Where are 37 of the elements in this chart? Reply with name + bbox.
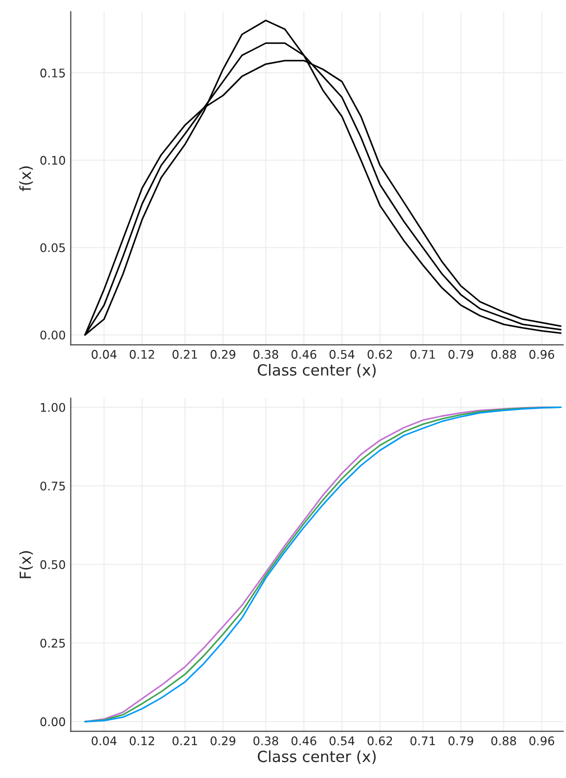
x-tick-label: 0.96 — [529, 736, 554, 746]
y-tick-label: 0.50 — [40, 560, 66, 570]
x-tick-label: 0.54 — [330, 736, 354, 746]
y-tick-label: 1.00 — [40, 402, 66, 412]
y-axis-title: f(x) — [19, 166, 33, 192]
y-tick-label: 0.15 — [40, 68, 65, 78]
y-tick-label: 0.25 — [40, 638, 65, 648]
x-tick-label: 0.71 — [410, 736, 435, 746]
x-tick-label: 0.96 — [529, 350, 554, 359]
x-tick-label: 0.62 — [368, 736, 392, 746]
x-tick-label: 0.04 — [92, 350, 117, 359]
x-tick-label: 0.46 — [292, 736, 316, 746]
x-tick-label: 0.21 — [172, 736, 197, 746]
y-axis-title: F(x) — [19, 551, 33, 578]
y-tick-label: 0.75 — [40, 482, 65, 490]
x-tick-label: 0.54 — [330, 350, 354, 359]
x-tick-label: 0.12 — [130, 350, 154, 359]
x-axis-title: Class center (x) — [258, 364, 376, 378]
x-tick-label: 0.38 — [253, 350, 278, 359]
x-tick-label: 0.21 — [172, 350, 197, 359]
y-tick-label: 0.05 — [40, 243, 65, 252]
y-tick-label: 0.00 — [40, 717, 66, 726]
x-tick-label: 0.12 — [130, 736, 154, 746]
x-tick-label: 0.71 — [410, 350, 435, 359]
x-tick-label: 0.79 — [448, 736, 474, 746]
x-tick-label: 0.62 — [368, 350, 392, 359]
x-tick-label: 0.88 — [491, 350, 516, 359]
x-tick-label: 0.46 — [292, 350, 316, 359]
x-tick-label: 0.29 — [210, 736, 236, 746]
x-tick-label: 0.38 — [253, 736, 278, 746]
y-tick-label: 0.10 — [40, 156, 66, 165]
x-axis-title: Class center (x) — [258, 750, 376, 764]
x-tick-label: 0.79 — [448, 350, 474, 359]
y-tick-label: 0.00 — [40, 330, 66, 340]
x-tick-label: 0.88 — [491, 736, 516, 746]
x-tick-label: 0.29 — [210, 350, 236, 359]
x-tick-label: 0.04 — [92, 736, 117, 746]
